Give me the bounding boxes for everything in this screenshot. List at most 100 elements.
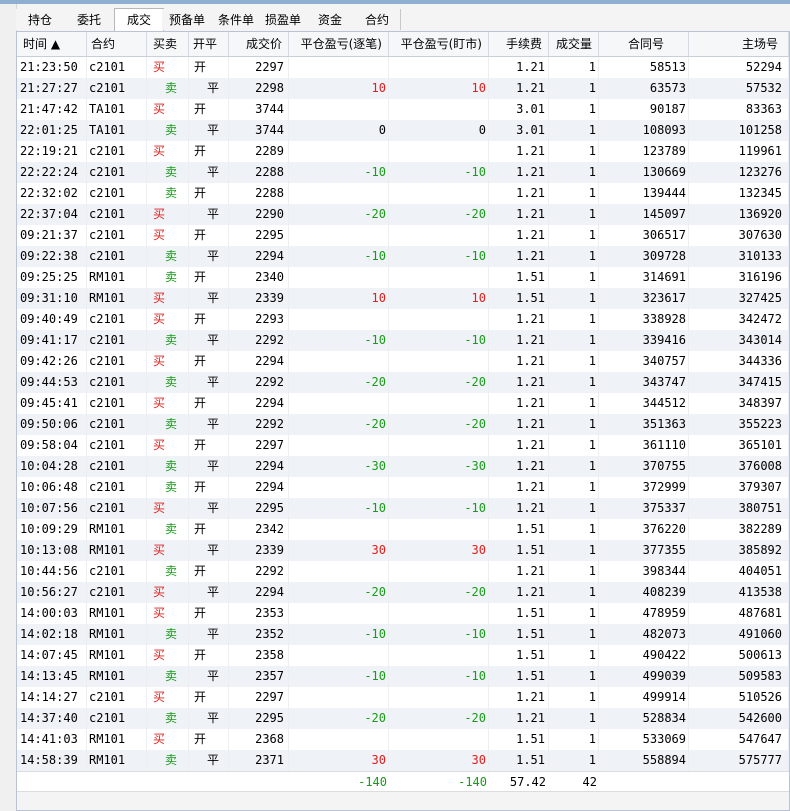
cell-col-10: 123276 xyxy=(689,162,789,183)
cell-col-8: 1 xyxy=(549,351,599,372)
cell-col-7: 1.21 xyxy=(489,330,549,351)
cell-col-4: 2295 xyxy=(229,225,289,246)
cell-col-3: 平 xyxy=(189,204,229,225)
column-header-0[interactable]: 时间 ▲ xyxy=(17,32,87,56)
cell-col-1: c2101 xyxy=(87,582,147,603)
tab-5[interactable]: 损盈单 xyxy=(260,9,307,30)
table-row[interactable]: 10:04:28 c2101 卖平 2294 -30 -30 1.21 1 370755 3760… xyxy=(17,456,789,477)
table-row[interactable]: 21:23:50 c2101 买开 2297 1.21 1 58513 52294 xyxy=(17,57,789,78)
column-header-7[interactable]: 手续费 xyxy=(489,32,549,56)
cell-col-2: 买 xyxy=(147,99,189,120)
summary-pnl-mark: -140 xyxy=(458,775,487,789)
table-row[interactable]: 10:07:56 c2101 买平 2295 -10 -10 1.21 1 375337 3807… xyxy=(17,498,789,519)
cell-col-0: 10:07:56 xyxy=(17,498,87,519)
table-row[interactable]: 09:22:38 c2101 卖平 2294 -10 -10 1.21 1 309728 3101… xyxy=(17,246,789,267)
cell-col-1: c2101 xyxy=(87,309,147,330)
tab-2[interactable]: 成交 xyxy=(114,8,164,31)
table-row[interactable]: 09:40:49 c2101 买开 2293 1.21 1 338928 342472 xyxy=(17,309,789,330)
cell-col-3: 平 xyxy=(189,666,229,687)
cell-col-8: 1 xyxy=(549,225,599,246)
cell-col-10: 487681 xyxy=(689,603,789,624)
tab-3[interactable]: 预备单 xyxy=(162,9,213,30)
column-header-3[interactable]: 开平 xyxy=(189,32,229,56)
tab-4[interactable]: 条件单 xyxy=(212,9,261,30)
table-row[interactable]: 09:25:25 RM101 卖开 2340 1.51 1 314691 316196 xyxy=(17,267,789,288)
table-row[interactable]: 10:44:56 c2101 卖开 2292 1.21 1 398344 404051 xyxy=(17,561,789,582)
table-row[interactable]: 10:56:27 c2101 买平 2294 -20 -20 1.21 1 408239 4135… xyxy=(17,582,789,603)
cell-col-9: 340757 xyxy=(599,351,689,372)
cell-col-7: 1.51 xyxy=(489,603,549,624)
column-header-6[interactable]: 平仓盈亏(盯市) xyxy=(389,32,489,56)
table-row[interactable]: 21:47:42 TA101 买开 3744 3.01 1 90187 83363 xyxy=(17,99,789,120)
table-row[interactable]: 14:41:03 RM101 买开 2368 1.51 1 533069 547647 xyxy=(17,729,789,750)
cell-col-10: 52294 xyxy=(689,57,789,78)
tab-7[interactable]: 合约 xyxy=(354,9,401,30)
table-row[interactable]: 09:42:26 c2101 买开 2294 1.21 1 340757 344336 xyxy=(17,351,789,372)
cell-col-6 xyxy=(389,225,489,246)
table-row[interactable]: 09:58:04 c2101 买开 2297 1.21 1 361110 365101 xyxy=(17,435,789,456)
table-row[interactable]: 09:50:06 c2101 卖平 2292 -20 -20 1.21 1 351363 3552… xyxy=(17,414,789,435)
table-row[interactable]: 22:22:24 c2101 卖平 2288 -10 -10 1.21 1 130669 1232… xyxy=(17,162,789,183)
cell-col-0: 09:58:04 xyxy=(17,435,87,456)
cell-col-3: 平 xyxy=(189,330,229,351)
tab-6[interactable]: 资金 xyxy=(306,9,355,30)
cell-col-3: 开 xyxy=(189,225,229,246)
table-row[interactable]: 14:02:18 RM101 卖平 2352 -10 -10 1.51 1 482073 4910… xyxy=(17,624,789,645)
cell-col-6: -10 xyxy=(389,330,489,351)
table-header: 时间 ▲ 合约 买卖 开平 成交价 平仓盈亏(逐笔) 平仓盈亏(盯市) 手续费 成交量 合同号 主场… xyxy=(17,32,789,57)
cell-col-6 xyxy=(389,561,489,582)
table-row[interactable]: 09:21:37 c2101 买开 2295 1.21 1 306517 307630 xyxy=(17,225,789,246)
column-header-5[interactable]: 平仓盈亏(逐笔) xyxy=(289,32,389,56)
cell-col-0: 14:07:45 xyxy=(17,645,87,666)
cell-col-10: 355223 xyxy=(689,414,789,435)
cell-col-8: 1 xyxy=(549,687,599,708)
cell-col-8: 1 xyxy=(549,603,599,624)
tab-0[interactable]: 持仓 xyxy=(16,9,65,30)
cell-col-7: 1.21 xyxy=(489,582,549,603)
cell-col-0: 22:37:04 xyxy=(17,204,87,225)
table-row[interactable]: 10:13:08 RM101 买平 2339 30 30 1.51 1 377355 385892 xyxy=(17,540,789,561)
cell-col-4: 2295 xyxy=(229,498,289,519)
table-row[interactable]: 22:32:02 c2101 卖开 2288 1.21 1 139444 132345 xyxy=(17,183,789,204)
table-row[interactable]: 09:31:10 RM101 买平 2339 10 10 1.51 1 323617 327425 xyxy=(17,288,789,309)
table-row[interactable]: 14:37:40 c2101 卖平 2295 -20 -20 1.21 1 528834 5426… xyxy=(17,708,789,729)
cell-col-4: 2297 xyxy=(229,435,289,456)
column-header-8[interactable]: 成交量 xyxy=(549,32,599,56)
table-row[interactable]: 09:41:17 c2101 卖平 2292 -10 -10 1.21 1 339416 3430… xyxy=(17,330,789,351)
column-header-10[interactable]: 主场号 xyxy=(689,32,789,56)
cell-col-4: 2290 xyxy=(229,204,289,225)
cell-col-7: 1.21 xyxy=(489,141,549,162)
table-row[interactable]: 09:45:41 c2101 买开 2294 1.21 1 344512 348397 xyxy=(17,393,789,414)
horizontal-scrollbar[interactable] xyxy=(17,791,789,810)
table-row[interactable]: 22:19:21 c2101 买开 2289 1.21 1 123789 119961 xyxy=(17,141,789,162)
cell-col-7: 3.01 xyxy=(489,99,549,120)
column-header-9[interactable]: 合同号 xyxy=(599,32,689,56)
cell-col-2: 买 xyxy=(147,141,189,162)
table-row[interactable]: 14:00:03 RM101 买开 2353 1.51 1 478959 487681 xyxy=(17,603,789,624)
cell-col-6: -30 xyxy=(389,456,489,477)
tab-1[interactable]: 委托 xyxy=(64,9,115,30)
cell-col-3: 平 xyxy=(189,498,229,519)
cell-col-3: 开 xyxy=(189,477,229,498)
cell-col-7: 1.21 xyxy=(489,225,549,246)
table-row[interactable]: 22:37:04 c2101 买平 2290 -20 -20 1.21 1 145097 1369… xyxy=(17,204,789,225)
table-row[interactable]: 14:07:45 RM101 买开 2358 1.51 1 490422 500613 xyxy=(17,645,789,666)
table-row[interactable]: 14:14:27 c2101 买开 2297 1.21 1 499914 510526 xyxy=(17,687,789,708)
table-row[interactable]: 09:44:53 c2101 卖平 2292 -20 -20 1.21 1 343747 3474… xyxy=(17,372,789,393)
table-row[interactable]: 14:13:45 RM101 卖平 2357 -10 -10 1.51 1 499039 5095… xyxy=(17,666,789,687)
table-row[interactable]: 10:06:48 c2101 卖开 2294 1.21 1 372999 379307 xyxy=(17,477,789,498)
table-row[interactable]: 14:58:39 RM101 卖平 2371 30 30 1.51 1 558894 575777 xyxy=(17,750,789,771)
cell-col-8: 1 xyxy=(549,456,599,477)
cell-col-10: 316196 xyxy=(689,267,789,288)
cell-col-6 xyxy=(389,687,489,708)
table-row[interactable]: 21:27:27 c2101 卖平 2298 10 10 1.21 1 63573 57532 xyxy=(17,78,789,99)
table-row[interactable]: 10:09:29 RM101 卖开 2342 1.51 1 376220 382289 xyxy=(17,519,789,540)
column-header-2[interactable]: 买卖 xyxy=(147,32,189,56)
cell-col-4: 2294 xyxy=(229,582,289,603)
cell-col-6 xyxy=(389,519,489,540)
column-header-4[interactable]: 成交价 xyxy=(229,32,289,56)
cell-col-5: -10 xyxy=(289,330,389,351)
table-row[interactable]: 22:01:25 TA101 卖平 3744 0 0 3.01 1 108093 101258 xyxy=(17,120,789,141)
cell-col-3: 开 xyxy=(189,603,229,624)
column-header-1[interactable]: 合约 xyxy=(87,32,147,56)
